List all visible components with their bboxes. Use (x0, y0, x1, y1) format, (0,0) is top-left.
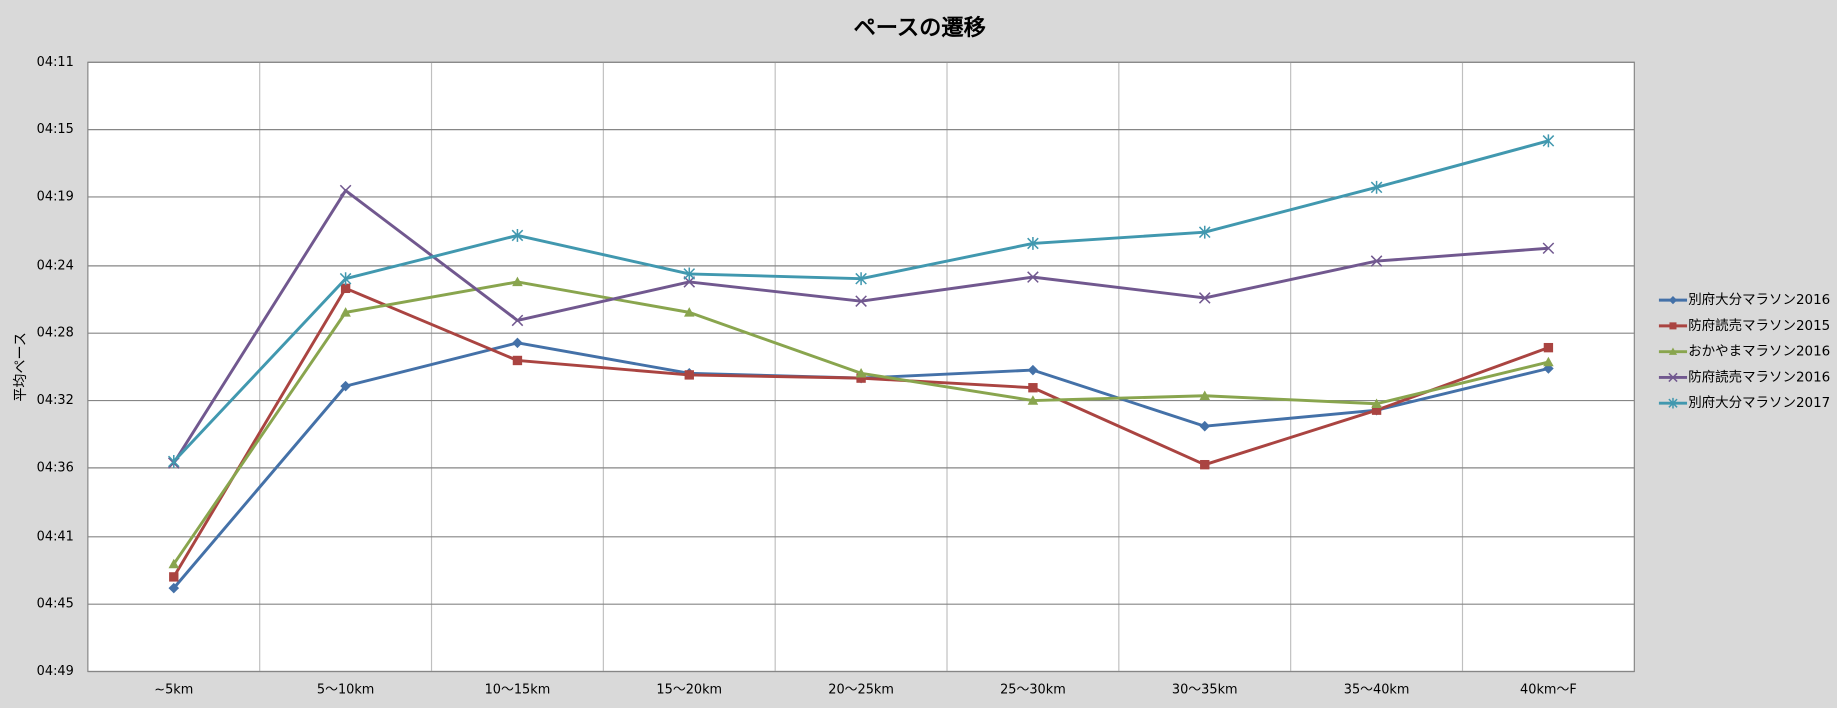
marker (168, 558, 180, 569)
marker (1371, 398, 1382, 408)
marker (855, 295, 867, 307)
marker (855, 368, 867, 378)
marker (340, 380, 351, 392)
marker (1543, 356, 1554, 367)
x-tick-label: 5〜10km (317, 683, 374, 698)
y-tick-label: 04:19 (37, 189, 74, 204)
y-tick-label: 04:36 (37, 460, 74, 475)
x-tick-label: 10〜15km (485, 683, 551, 698)
y-tick-label: 04:15 (37, 122, 74, 137)
marker (340, 283, 351, 294)
y-tick-label: 04:41 (37, 529, 74, 544)
marker (1200, 459, 1210, 470)
marker (1370, 255, 1383, 267)
marker (1542, 242, 1555, 255)
marker (1199, 390, 1211, 400)
x-tick-label: 35〜40km (1344, 683, 1410, 698)
marker (856, 373, 866, 383)
x-tick-label: 15〜20km (656, 683, 722, 698)
x-tick-label: 30〜35km (1172, 683, 1238, 698)
y-tick-label: 04:49 (37, 664, 74, 679)
marker (1542, 134, 1555, 148)
legend-label: 防府読売マラソン2016 (1688, 369, 1830, 385)
marker (1370, 180, 1383, 194)
x-tick-label: ~5km (154, 683, 193, 698)
x-tick-label: 40km〜F (1520, 683, 1577, 698)
marker (1028, 383, 1038, 393)
marker (1198, 225, 1211, 239)
marker (167, 455, 180, 468)
legend-marker (1669, 322, 1677, 330)
y-axis-label: 平均ペース (13, 332, 29, 402)
legend-marker (1668, 347, 1678, 355)
legend-marker (1668, 372, 1678, 383)
marker (339, 272, 352, 286)
marker (1198, 292, 1211, 304)
y-tick-label: 04:24 (37, 258, 74, 273)
marker (683, 307, 695, 317)
legend-marker (1668, 397, 1678, 409)
marker (511, 314, 524, 327)
y-tick-label: 04:32 (37, 393, 74, 408)
legend-item: おかやまマラソン2016 (1658, 344, 1830, 360)
y-tick-label: 04:28 (37, 326, 74, 341)
marker (684, 370, 694, 380)
marker (1027, 395, 1039, 405)
legend-label: 別府大分マラソン2016 (1688, 292, 1830, 308)
marker (169, 572, 179, 582)
chart-title: ペースの遷移 (853, 15, 985, 41)
legend-label: 防府読売マラソン2015 (1688, 318, 1830, 334)
marker (512, 355, 523, 366)
plot-area (87, 61, 1635, 673)
marker (511, 228, 524, 242)
legend-item: 防府読売マラソン2016 (1658, 369, 1830, 385)
marker (340, 307, 351, 317)
marker (1027, 236, 1039, 250)
marker (683, 267, 696, 281)
y-tick-label: 04:45 (37, 597, 74, 612)
x-tick-label: 20〜25km (828, 683, 894, 698)
y-tick-label: 04:11 (37, 55, 74, 70)
marker (1027, 271, 1039, 283)
x-tick-label: 25〜30km (1000, 683, 1066, 698)
marker (1371, 405, 1382, 415)
legend-item: 防府読売マラソン2015 (1658, 318, 1830, 334)
legend-item: 別府大分マラソン2017 (1658, 395, 1830, 411)
marker (855, 272, 867, 286)
legend-label: 別府大分マラソン2017 (1688, 395, 1830, 411)
marker (512, 276, 523, 287)
marker (1543, 342, 1554, 353)
marker (339, 184, 352, 197)
legend-label: おかやまマラソン2016 (1688, 344, 1830, 360)
